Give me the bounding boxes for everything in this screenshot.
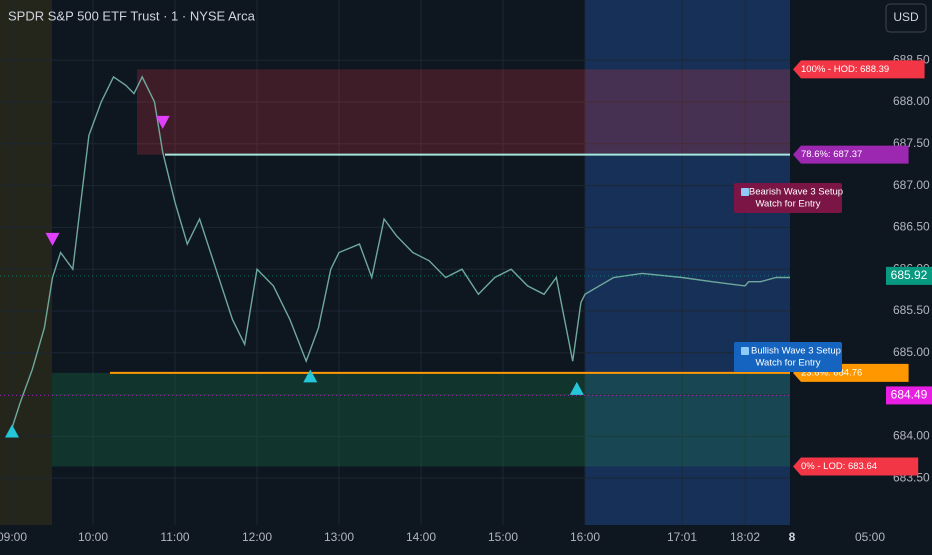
level-tag <box>793 457 919 476</box>
axes: 683.50684.00684.50685.00685.50686.00686.… <box>0 52 932 544</box>
y-tick-label: 686.50 <box>893 220 930 234</box>
signal-marker <box>303 369 318 383</box>
y-tick-label: 688.00 <box>893 94 930 108</box>
x-tick-label: 10:00 <box>78 530 108 544</box>
chart-title: SPDR S&P 500 ETF Trust · 1 · NYSE Arca <box>8 8 256 23</box>
annotation-text: Watch for Entry <box>755 358 820 369</box>
level-tag <box>793 145 909 164</box>
x-tick-label: 18:02 <box>730 530 760 544</box>
x-tick-label: 14:00 <box>406 530 436 544</box>
annotation-text: Bearish Wave 3 Setup <box>749 187 843 198</box>
plot <box>0 75 791 438</box>
y-tick-label: 685.50 <box>893 303 930 317</box>
zones <box>52 69 790 467</box>
annotation-text: Bullish Wave 3 Setup <box>751 346 841 357</box>
signal-marker <box>155 115 170 129</box>
x-tick-label: 12:00 <box>242 530 272 544</box>
level-tag <box>793 60 925 79</box>
level-label: 0% - LOD: 683.64 <box>801 461 877 472</box>
x-tick-label: 16:00 <box>570 530 600 544</box>
price-axis <box>790 0 932 525</box>
postmarket-session <box>585 0 790 525</box>
x-tick-label: 09:00 <box>0 530 27 544</box>
level-label: 23.6%: 684.76 <box>801 367 862 378</box>
x-tick-label: 13:00 <box>324 530 354 544</box>
discount-zone <box>52 372 790 467</box>
x-tick-label: 17:01 <box>667 530 697 544</box>
y-tick-label: 685.00 <box>893 345 930 359</box>
signal-marker <box>45 232 60 246</box>
price-tag <box>886 266 932 285</box>
y-tick-label: 684.00 <box>893 429 930 443</box>
price-tag-label: 684.49 <box>891 388 928 402</box>
currency-button[interactable] <box>885 3 927 33</box>
annotation-box <box>734 342 842 372</box>
premarket-session <box>0 0 52 525</box>
x-tick-label: 15:00 <box>488 530 518 544</box>
annotation-box <box>734 183 842 213</box>
price-line <box>11 75 791 429</box>
price-tag <box>886 386 932 405</box>
x-tick-label: 11:00 <box>160 530 189 544</box>
signal-marker <box>5 424 19 438</box>
level-label: 78.6%: 687.37 <box>801 149 862 160</box>
y-tick-label: 687.00 <box>893 178 930 192</box>
time-axis <box>0 525 932 550</box>
annotation-text: Watch for Entry <box>755 199 820 210</box>
currency-label[interactable]: USD <box>893 10 919 24</box>
premium-zone <box>137 69 790 155</box>
signal-marker <box>569 381 584 395</box>
x-tick-label: 05:00 <box>855 530 885 544</box>
price-tag-label: 685.92 <box>891 268 928 282</box>
x-tick-label: 8 <box>789 530 796 544</box>
level-label: 100% - HOD: 688.39 <box>801 64 889 75</box>
annotation-icon <box>741 347 749 355</box>
annotation-icon <box>741 188 749 196</box>
